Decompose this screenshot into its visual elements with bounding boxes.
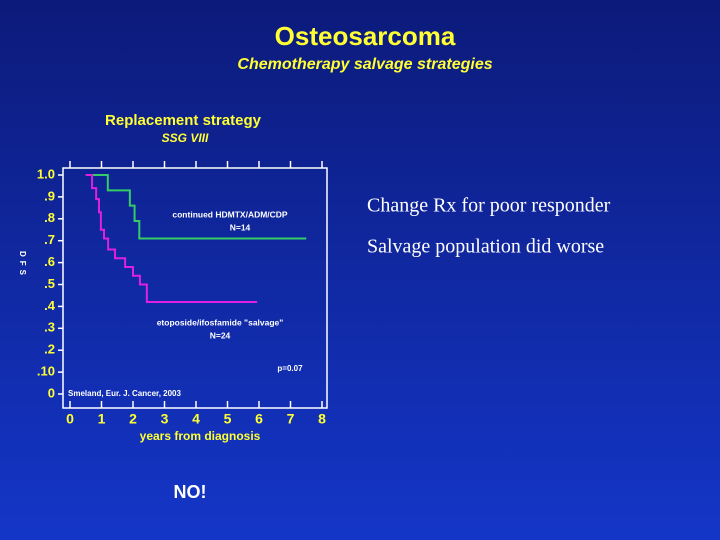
x-tick-label: 0 bbox=[66, 411, 74, 427]
km-curve bbox=[85, 174, 258, 304]
x-tick-label: 1 bbox=[98, 411, 106, 427]
p-value: p=0.07 bbox=[277, 364, 303, 373]
series-label: etoposide/ifosfamide "salvage" bbox=[157, 317, 284, 327]
chart-subtitle: SSG VIII bbox=[162, 131, 209, 145]
bullet: Change Rx for poor responder bbox=[367, 195, 611, 217]
y-tick-label: .4 bbox=[44, 298, 56, 313]
y-tick-label: .8 bbox=[44, 210, 55, 225]
conclusion: NO! bbox=[174, 482, 207, 502]
series-n: N=24 bbox=[210, 330, 231, 340]
slide-subtitle: Chemotherapy salvage strategies bbox=[237, 56, 492, 73]
series-n: N=14 bbox=[230, 222, 251, 232]
source: Smeland, Eur. J. Cancer, 2003 bbox=[68, 389, 182, 398]
x-tick-label: 3 bbox=[161, 411, 169, 427]
y-tick-label: .2 bbox=[44, 342, 55, 357]
x-tick-label: 2 bbox=[129, 411, 137, 427]
y-tick-label: .3 bbox=[44, 320, 55, 335]
x-tick-label: 7 bbox=[287, 411, 295, 427]
x-tick-label: 6 bbox=[255, 411, 263, 427]
y-axis-label: DFS bbox=[18, 251, 27, 279]
chart-title: Replacement strategy bbox=[105, 112, 262, 129]
x-axis-label: years from diagnosis bbox=[140, 429, 261, 443]
y-tick-label: .6 bbox=[44, 254, 55, 269]
y-tick-label: .9 bbox=[44, 188, 55, 203]
series-label: continued HDMTX/ADM/CDP bbox=[172, 209, 288, 219]
slide-title: Osteosarcoma bbox=[275, 21, 456, 51]
y-tick-label: .7 bbox=[44, 232, 55, 247]
x-tick-label: 8 bbox=[318, 411, 326, 427]
bullet: Salvage population did worse bbox=[367, 236, 604, 258]
y-tick-label: .5 bbox=[44, 276, 55, 291]
x-tick-label: 4 bbox=[192, 411, 200, 427]
plot-frame bbox=[62, 167, 328, 409]
km-curve bbox=[85, 174, 307, 240]
y-tick-label: .10 bbox=[37, 364, 55, 379]
x-tick-label: 5 bbox=[224, 411, 232, 427]
y-tick-label: 1.0 bbox=[37, 166, 55, 181]
y-tick-label: 0 bbox=[48, 385, 55, 400]
